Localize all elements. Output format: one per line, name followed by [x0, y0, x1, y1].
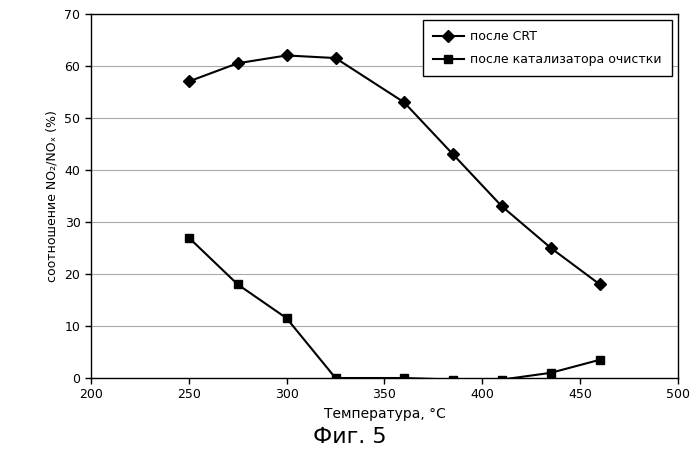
после катализатора очистки [185, 235, 193, 240]
после катализатора очистки [282, 315, 291, 321]
после CRT [547, 245, 555, 251]
после катализатора очистки [233, 282, 242, 287]
после катализатора очистки [400, 375, 408, 381]
после катализатора очистки [331, 375, 340, 381]
после CRT [282, 53, 291, 58]
после CRT [596, 282, 604, 287]
после катализатора очистки [498, 377, 506, 382]
после CRT [449, 152, 457, 157]
Y-axis label: соотношение NO₂/NOₓ (%): соотношение NO₂/NOₓ (%) [46, 110, 59, 282]
Line: после катализатора очистки: после катализатора очистки [185, 233, 604, 384]
после катализатора очистки [596, 357, 604, 363]
после CRT [400, 100, 408, 105]
после CRT [233, 60, 242, 66]
после CRT [498, 204, 506, 209]
после CRT [331, 55, 340, 61]
после катализатора очистки [449, 377, 457, 382]
Legend: после CRT, после катализатора очистки: после CRT, после катализатора очистки [423, 20, 672, 76]
X-axis label: Температура, °C: Температура, °C [324, 407, 445, 421]
после CRT [185, 79, 193, 84]
после катализатора очистки [547, 370, 555, 376]
Text: Фиг. 5: Фиг. 5 [312, 427, 387, 447]
Line: после CRT: после CRT [185, 51, 604, 289]
